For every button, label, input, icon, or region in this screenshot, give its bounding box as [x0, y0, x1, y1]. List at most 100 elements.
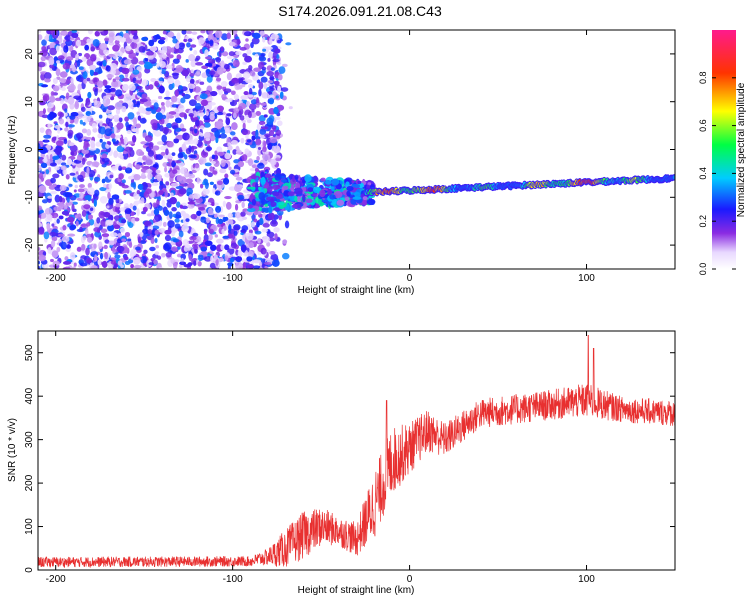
spectrogram-cell: [91, 122, 97, 129]
spectrogram-cell: [249, 70, 256, 77]
spectrogram-cell: [115, 76, 121, 81]
colorbar-tick-label: 0.8: [698, 72, 708, 85]
x-tick-label: -100: [223, 273, 243, 284]
y-tick-label: 0: [24, 567, 35, 573]
spectrogram-cell: [158, 77, 165, 82]
spectrogram-cell: [224, 196, 232, 200]
spectrogram-cell: [251, 198, 257, 206]
spectrogram-cell: [49, 231, 57, 237]
spectrogram-cell: [202, 181, 206, 186]
spectrogram-cell: [159, 37, 166, 41]
spectrogram-cell: [269, 251, 276, 256]
spectrogram-cell: [72, 266, 76, 269]
spectrogram-cell: [121, 238, 126, 242]
spectrogram-cell: [154, 130, 162, 137]
spectrogram-cell: [194, 58, 199, 62]
spectrogram-cell: [40, 162, 48, 169]
spectrogram-cell: [84, 153, 90, 159]
spectrogram-cell: [38, 61, 46, 68]
spectrogram-cell: [99, 120, 104, 127]
spectrogram-cell: [264, 261, 272, 265]
spectrogram-cell: [260, 247, 267, 255]
x-tick-label: 100: [578, 273, 595, 284]
spectrogram-cell: [121, 166, 127, 170]
spectrogram-cell: [209, 166, 214, 172]
spectrogram-cell: [101, 233, 110, 238]
spectrogram-cell: [102, 95, 108, 100]
spectrogram-cell: [178, 42, 185, 50]
spectrogram-cell: [221, 51, 229, 57]
spectrogram-cell: [275, 157, 281, 162]
spectrogram-cell: [215, 136, 219, 144]
spectrogram-cell: [223, 88, 232, 94]
spectrogram-cell: [175, 211, 181, 219]
spectrogram-cell: [69, 142, 75, 147]
spectrogram-cell: [274, 116, 281, 121]
spectrogram-cell: [140, 255, 147, 264]
spectrogram-cell: [65, 121, 69, 128]
spectrogram-cell: [304, 174, 312, 183]
spectrogram-cell: [266, 241, 271, 247]
x-tick-label: -200: [46, 273, 66, 284]
colorbar-tick-label: 0.6: [698, 119, 708, 132]
spectrogram-cell: [49, 47, 58, 56]
spectrogram-cell: [255, 167, 259, 173]
spectrogram-cell: [212, 187, 216, 194]
spectrogram-cell: [256, 155, 260, 161]
spectrogram-cell: [179, 264, 183, 269]
spectrogram-cell: [131, 217, 136, 224]
spectrogram-cell: [246, 207, 256, 213]
spectrogram-cell: [76, 111, 84, 120]
spectrogram-cell: [54, 194, 61, 203]
spectrogram-cell: [258, 115, 266, 122]
spectrogram-cell: [159, 50, 168, 54]
spectrogram-cell: [248, 242, 255, 248]
spectrogram-cell: [268, 206, 273, 214]
spectrogram-cell: [91, 161, 100, 167]
spectrogram-cell: [104, 88, 112, 93]
spectrogram-cell: [233, 230, 238, 236]
spectrogram-cell: [109, 244, 114, 249]
spectrogram-cell: [253, 67, 261, 72]
spectrogram-cell: [58, 195, 63, 203]
spectrogram-cell: [70, 77, 74, 85]
spectrogram-cell: [82, 122, 86, 126]
spectrogram-cell: [200, 183, 204, 189]
spectrogram-cell: [164, 166, 168, 173]
spectrogram-cell: [244, 55, 252, 63]
spectrogram-cell: [189, 73, 195, 77]
spectrogram-cell: [98, 241, 103, 250]
spectrogram-cell: [215, 77, 222, 82]
spectrogram-cell: [75, 39, 82, 47]
spectrogram-cell: [154, 229, 159, 236]
spectrogram-cell: [242, 61, 247, 65]
spectrogram-cell: [38, 172, 44, 180]
spectrogram-cell: [185, 244, 191, 249]
spectrogram-cell: [202, 188, 210, 195]
spectrogram-cell: [44, 207, 53, 216]
spectrogram-cell: [103, 183, 107, 188]
spectrogram-cell: [187, 262, 193, 266]
spectrogram-cell: [45, 169, 50, 175]
spectrogram-cell: [331, 186, 335, 192]
spectrogram-cell: [175, 127, 182, 132]
spectrogram-cell: [226, 113, 232, 117]
spectrogram-cell: [59, 112, 65, 118]
spectrogram-cell: [346, 190, 351, 197]
spectrogram-cell: [147, 228, 153, 235]
spectrogram-cell: [200, 30, 206, 34]
spectrogram-cell: [250, 30, 255, 33]
spectrogram-cell: [135, 79, 141, 84]
spectrogram-cell: [109, 62, 118, 71]
spectrogram-cell: [128, 242, 133, 248]
spectrogram-y-label: Frequency (Hz): [7, 116, 18, 185]
spectrogram-cell: [55, 68, 61, 77]
spectrogram-cell: [281, 63, 288, 68]
spectrogram-cell: [176, 32, 181, 40]
spectrogram-cell: [155, 154, 164, 160]
spectrogram-cell: [205, 62, 213, 67]
spectrogram-cell: [137, 236, 141, 244]
spectrogram-cell: [103, 244, 108, 250]
snr-panel: -200 -100 0 100 0 100 200 300 400 500 Height of …: [7, 330, 676, 596]
spectrogram-cell: [196, 95, 201, 102]
